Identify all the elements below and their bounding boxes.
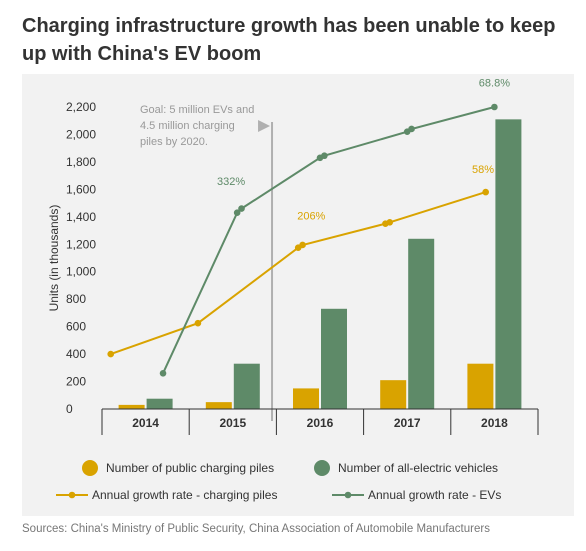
x-tick-label: 2014 [132,416,159,430]
y-tick-label: 200 [66,375,86,389]
source-note: Sources: China's Ministry of Public Secu… [22,523,490,535]
bar-electric-vehicles [408,238,435,409]
goal-annotation-text: piles by 2020. [140,136,208,148]
bar-charging-piles [205,402,232,409]
chart-title: Charging infrastructure growth has been … [22,15,556,65]
point-growth-evs [233,209,241,216]
point-growth-charging-piles [386,219,394,226]
y-tick-label: 600 [66,320,86,334]
growth-rate-label: 58% [472,164,494,176]
y-tick-label: 400 [66,347,86,361]
point-growth-charging-piles [299,241,306,249]
point-growth-evs [159,370,167,377]
legend-point-growth-piles [68,491,76,499]
growth-rate-label: 68.8% [479,77,510,89]
x-tick-label: 2017 [394,416,421,430]
y-tick-label: 1,000 [66,265,96,279]
y-tick-label: 1,200 [66,237,96,251]
bar-charging-piles [467,363,494,409]
bar-electric-vehicles [233,363,260,409]
y-tick-label: 1,800 [66,155,96,169]
legend-label-charging-piles: Number of public charging piles [106,461,274,475]
y-tick-label: 0 [66,402,73,416]
legend-marker-electric-vehicles [314,460,330,476]
point-growth-charging-piles [107,350,115,358]
legend-label-growth-evs: Annual growth rate - EVs [368,488,501,502]
bar-electric-vehicles [321,308,347,409]
y-tick-label: 2,200 [66,100,96,114]
legend-point-growth-evs [344,491,352,499]
growth-rate-label: 206% [297,211,325,223]
y-tick-label: 1,400 [66,210,96,224]
point-growth-evs [321,152,328,160]
point-growth-evs [491,103,498,111]
point-growth-charging-piles [482,188,489,196]
bar-electric-vehicles [146,398,173,409]
point-growth-charging-piles [194,319,202,327]
growth-rate-label: 332% [217,176,245,188]
point-growth-evs [408,125,415,133]
bar-electric-vehicles [495,119,522,409]
y-axis-label: Units (in thousands) [47,205,61,312]
x-tick-label: 2018 [481,416,508,430]
x-tick-label: 2016 [307,416,334,430]
bar-charging-piles [118,404,145,409]
goal-arrow-icon [258,120,271,132]
bar-charging-piles [380,380,407,409]
goal-annotation-text: 4.5 million charging [140,120,235,132]
x-tick-label: 2015 [219,416,246,430]
bar-charging-piles [293,388,319,409]
y-tick-label: 1,600 [66,182,96,196]
legend-marker-charging-piles [82,460,98,476]
legend-label-electric-vehicles: Number of all-electric vehicles [338,461,498,475]
point-growth-evs [238,205,245,212]
chart-panel [22,74,574,516]
legend-label-growth-piles: Annual growth rate - charging piles [92,488,277,502]
y-tick-label: 2,000 [66,127,96,141]
goal-annotation-text: Goal: 5 million EVs and [140,104,254,116]
y-tick-label: 800 [66,292,86,306]
